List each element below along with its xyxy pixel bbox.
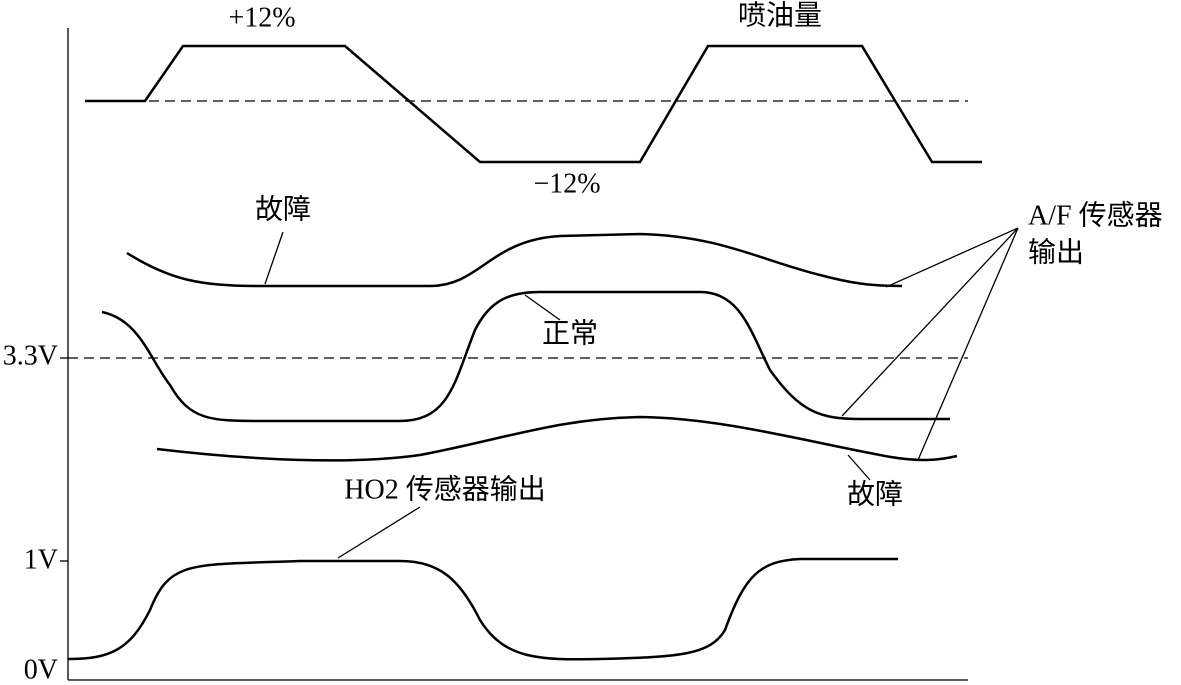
leader-line — [337, 506, 421, 559]
leader-line — [847, 454, 871, 481]
axis-label: 3.3V — [3, 340, 58, 371]
leader-line — [841, 227, 1019, 417]
label: HO2 传感器输出 — [344, 473, 545, 505]
label: 故障 — [847, 478, 903, 510]
injection-wave — [85, 44, 982, 164]
leader-line — [264, 231, 284, 285]
axis-label: 0V — [24, 654, 58, 685]
label: 喷油量 — [738, 0, 822, 31]
leader-line — [885, 227, 1019, 288]
leader-line — [917, 227, 1019, 461]
af-fault-curve — [126, 232, 903, 288]
leader-line — [524, 294, 561, 321]
label: −12% — [533, 168, 600, 199]
af-normal-curve — [101, 290, 950, 423]
axis-label: 1V — [24, 544, 58, 575]
label: 故障 — [255, 193, 311, 225]
label: A/F 传感器 — [1028, 199, 1163, 231]
label: 输出 — [1028, 236, 1084, 268]
label: +12% — [228, 2, 295, 33]
af-fault-curve — [156, 415, 958, 462]
ho2-curve — [67, 557, 898, 661]
label: 正常 — [542, 317, 598, 349]
